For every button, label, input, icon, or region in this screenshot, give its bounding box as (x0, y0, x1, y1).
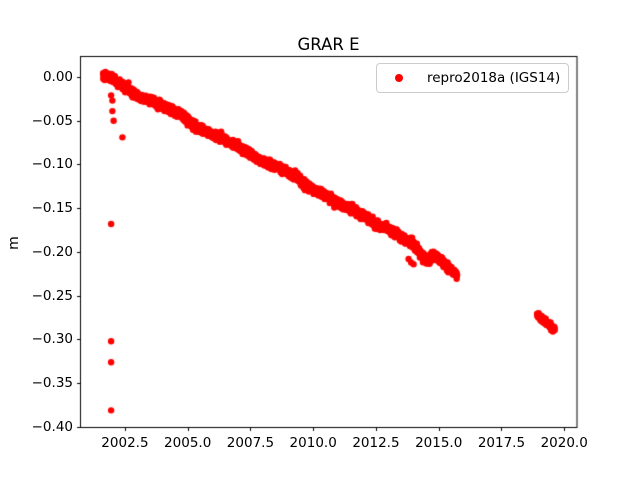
x-tick-label: 2012.5 (352, 434, 400, 451)
y-tick-label: −0.40 (31, 418, 73, 435)
x-tick-label: 2005.0 (164, 434, 212, 451)
y-tick-label: −0.35 (31, 375, 73, 392)
legend: repro2018a (IGS14) (376, 63, 569, 93)
x-tick-label: 2020.0 (540, 434, 588, 451)
y-tick-label: −0.10 (31, 156, 73, 173)
y-tick-label: −0.20 (31, 243, 73, 260)
y-tick-label: 0.00 (42, 68, 73, 85)
y-tick-label: −0.05 (31, 112, 73, 129)
y-tick-label: −0.15 (31, 200, 73, 217)
x-tick-label: 2007.5 (226, 434, 275, 451)
x-tick-label: 2015.0 (415, 434, 463, 451)
x-tick-label: 2002.5 (101, 434, 149, 451)
x-tick-label: 2010.0 (289, 434, 337, 451)
y-tick-label: −0.25 (31, 287, 73, 304)
x-tick-label: 2017.5 (477, 434, 526, 451)
y-tick-label: −0.30 (31, 331, 73, 348)
legend-marker-icon (395, 74, 403, 82)
legend-label: repro2018a (IGS14) (427, 70, 561, 86)
